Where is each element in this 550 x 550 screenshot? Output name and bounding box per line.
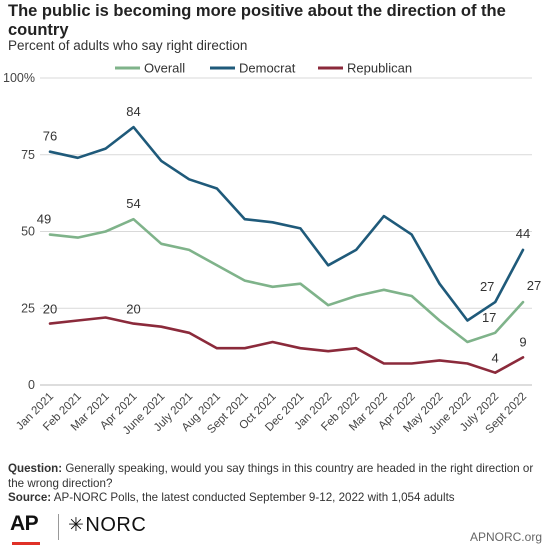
line-chart: Overall Democrat Republican 0 25 50 75 100% Ja… bbox=[3, 61, 541, 438]
logo-divider bbox=[58, 514, 59, 540]
chart-title: The public is becoming more positive abo… bbox=[8, 2, 506, 39]
data-label: 20 bbox=[43, 302, 57, 317]
legend-label: Republican bbox=[347, 61, 412, 76]
ap-logo-underline bbox=[12, 542, 40, 545]
y-tick-label: 0 bbox=[28, 378, 35, 392]
data-label: 54 bbox=[126, 196, 140, 211]
question-label: Question: bbox=[8, 462, 63, 475]
ap-logo: AP bbox=[10, 512, 39, 535]
chart-subtitle: Percent of adults who say right directio… bbox=[8, 38, 248, 53]
data-label: 49 bbox=[37, 212, 51, 227]
legend: Overall Democrat Republican bbox=[115, 61, 412, 76]
norc-logo-text: NORC bbox=[85, 514, 147, 536]
question-text: Generally speaking, would you say things… bbox=[8, 462, 534, 490]
data-label: 84 bbox=[126, 104, 140, 119]
legend-label: Democrat bbox=[239, 61, 296, 76]
legend-label: Overall bbox=[144, 61, 185, 76]
series-group bbox=[48, 125, 525, 375]
y-tick-label: 25 bbox=[21, 301, 35, 315]
data-label: 9 bbox=[519, 334, 526, 349]
series-line-overall bbox=[48, 217, 525, 344]
data-label: 20 bbox=[126, 302, 140, 317]
source-text: AP-NORC Polls, the latest conducted Sept… bbox=[51, 491, 455, 504]
y-tick-label: 75 bbox=[21, 148, 35, 162]
y-axis: 0 25 50 75 100% bbox=[3, 71, 35, 392]
data-label: 76 bbox=[43, 129, 57, 144]
question-note: Question: Generally speaking, would you … bbox=[8, 462, 543, 491]
data-label: 17 bbox=[482, 310, 496, 325]
source-label: Source: bbox=[8, 491, 52, 504]
grid-lines bbox=[40, 77, 532, 386]
y-tick-label: 100% bbox=[3, 71, 35, 85]
data-label: 27 bbox=[527, 278, 541, 293]
logo-group: AP ✳NORC bbox=[10, 512, 210, 548]
series-line-democrat bbox=[48, 125, 525, 322]
data-label: 27 bbox=[480, 279, 494, 294]
data-label: 4 bbox=[492, 351, 499, 366]
norc-star-icon: ✳ bbox=[68, 515, 85, 536]
y-tick-label: 50 bbox=[21, 225, 35, 239]
series-line-republican bbox=[48, 316, 525, 375]
data-label: 44 bbox=[516, 226, 530, 241]
norc-logo: ✳NORC bbox=[68, 514, 146, 537]
website-link[interactable]: APNORC.org bbox=[469, 530, 542, 544]
source-note: Source: AP-NORC Polls, the latest conduc… bbox=[8, 491, 543, 504]
